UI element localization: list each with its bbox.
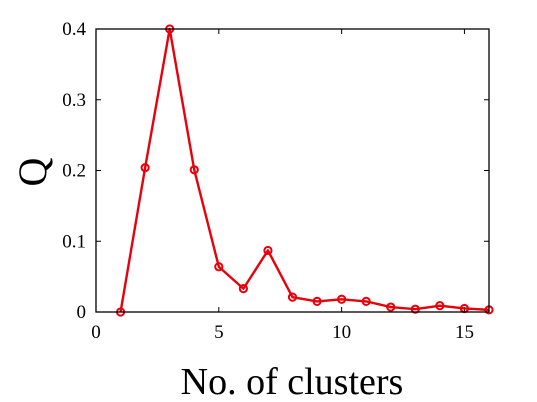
data-point bbox=[386, 302, 396, 312]
data-point bbox=[189, 165, 199, 175]
data-point bbox=[337, 294, 347, 304]
data-point bbox=[287, 292, 298, 302]
plot-frame bbox=[95, 28, 490, 313]
y-tick-label: 0.1 bbox=[62, 231, 86, 252]
x-axis-label: No. of clusters bbox=[181, 361, 404, 402]
series-line bbox=[119, 27, 490, 313]
data-point bbox=[214, 262, 224, 272]
data-point bbox=[312, 296, 322, 306]
y-tick-label: 0.2 bbox=[62, 161, 86, 182]
data-point bbox=[140, 163, 150, 173]
y-tick-label: 0.4 bbox=[62, 19, 86, 40]
x-tick-label: 5 bbox=[214, 322, 224, 343]
x-tick-label: 10 bbox=[332, 322, 351, 343]
y-tick-label: 0.3 bbox=[62, 90, 86, 111]
x-tick-label: 0 bbox=[91, 322, 101, 343]
data-point bbox=[410, 304, 420, 314]
plot-area bbox=[96, 29, 489, 312]
y-axis-label: Q bbox=[10, 157, 55, 186]
data-point bbox=[263, 245, 273, 256]
data-point bbox=[435, 301, 445, 311]
data-point bbox=[361, 296, 371, 306]
data-point bbox=[238, 284, 248, 294]
tick-labels: 0 5 10 15 0 0.1 0.2 0.3 0.4 bbox=[62, 19, 474, 343]
x-tick-label: 15 bbox=[455, 322, 474, 343]
y-tick-label: 0 bbox=[77, 302, 87, 323]
